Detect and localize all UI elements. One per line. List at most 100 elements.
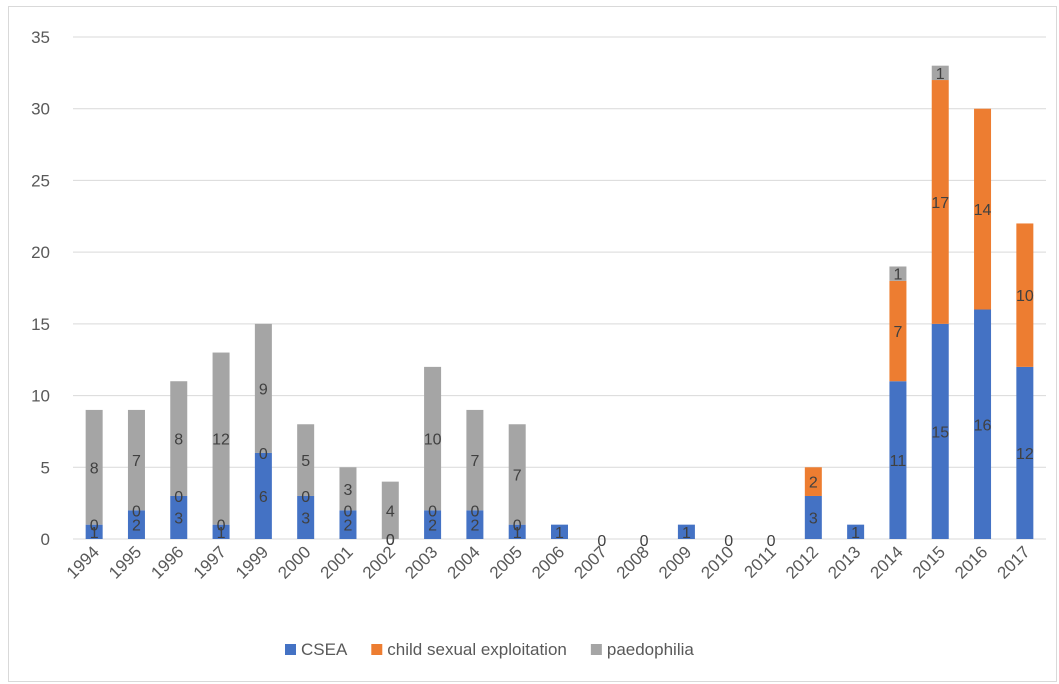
bar-csea	[297, 495, 315, 539]
data-label: 12	[212, 432, 230, 449]
bar-csea	[170, 495, 188, 539]
bar-paedophilia	[424, 366, 442, 511]
y-tick-label: 0	[41, 530, 50, 549]
y-tick-label: 20	[31, 243, 50, 262]
data-label: 0	[90, 518, 99, 535]
y-axis-ticks: 0 5 10 15 20 25 30 35	[31, 28, 50, 549]
data-label: 3	[301, 510, 310, 527]
x-axis-ticks: 1994 1995 1996 1997 1999 2000 2001 2002 2003 2004…	[63, 542, 1034, 582]
data-label: 1	[513, 525, 522, 542]
y-tick-label: 5	[41, 458, 50, 477]
chart-area	[8, 6, 1057, 682]
data-label: 7	[893, 324, 902, 341]
data-label: 0	[640, 533, 649, 550]
data-label: 10	[1016, 288, 1034, 305]
data-label: 0	[470, 503, 479, 520]
bar-child-sexual-exploitation	[931, 80, 949, 324]
data-label: 17	[931, 195, 949, 212]
data-label: 2	[344, 518, 353, 535]
data-label: 1	[217, 525, 226, 542]
bar-paedophilia	[466, 409, 484, 511]
bar-csea	[1016, 366, 1034, 539]
bar-csea	[677, 524, 695, 539]
legend-label: child sexual exploitation	[387, 640, 567, 659]
data-label: 8	[90, 460, 99, 477]
data-label: 1	[682, 525, 691, 542]
data-label: 2	[470, 518, 479, 535]
y-tick-label: 10	[31, 387, 50, 406]
x-tick-label: 2016	[951, 542, 991, 582]
x-tick-label: 2013	[824, 542, 864, 582]
data-label: 7	[132, 453, 141, 470]
data-label: 2	[428, 518, 437, 535]
data-label: 0	[301, 489, 310, 506]
x-tick-label: 1994	[63, 542, 103, 582]
x-tick-label: 1996	[147, 542, 187, 582]
data-label: 2	[132, 518, 141, 535]
y-tick-label: 15	[31, 315, 50, 334]
bar-csea	[127, 510, 145, 539]
bar-paedophilia	[127, 409, 145, 511]
data-label: 6	[259, 489, 268, 506]
bar-csea	[254, 452, 272, 539]
data-label: 1	[555, 525, 564, 542]
data-label: 10	[424, 432, 442, 449]
x-tick-label: 2017	[993, 542, 1033, 582]
data-label: 3	[809, 510, 818, 527]
data-label: 0	[386, 532, 395, 549]
bar-csea	[931, 323, 949, 539]
x-tick-label: 1997	[190, 542, 230, 582]
data-label: 3	[174, 510, 183, 527]
data-label: 2	[809, 475, 818, 492]
data-label: 1	[893, 267, 902, 284]
y-tick-label: 30	[31, 100, 50, 119]
bar-csea	[974, 309, 992, 539]
legend: CSEA child sexual exploitation paedophilia	[285, 640, 694, 659]
data-label: 16	[974, 417, 992, 434]
data-label: 0	[724, 533, 733, 550]
bar-csea	[889, 381, 907, 539]
data-label: 4	[386, 503, 395, 520]
legend-label: CSEA	[301, 640, 348, 659]
x-tick-label: 2015	[909, 542, 949, 582]
data-label: 9	[259, 381, 268, 398]
data-label: 0	[217, 518, 226, 535]
data-label: 0	[259, 446, 268, 463]
gridlines	[73, 36, 1046, 540]
bar-child-sexual-exploitation	[804, 467, 822, 496]
data-label: 1	[851, 525, 860, 542]
x-tick-label: 2014	[867, 542, 907, 582]
legend-swatch	[590, 644, 602, 655]
data-label: 0	[344, 503, 353, 520]
data-label: 0	[767, 533, 776, 550]
data-label: 12	[1016, 446, 1034, 463]
x-tick-label: 2005	[486, 542, 526, 582]
bars	[85, 65, 1034, 539]
bar-paedophilia	[170, 381, 188, 496]
data-label: 8	[174, 432, 183, 449]
bar-paedophilia	[381, 481, 399, 539]
bar-paedophilia	[889, 266, 907, 281]
x-tick-label: 2004	[444, 542, 484, 582]
x-tick-label: 1995	[105, 542, 145, 582]
data-label: 7	[470, 453, 479, 470]
data-label: 0	[132, 503, 141, 520]
x-tick-label: 2000	[274, 542, 314, 582]
data-label: 0	[386, 532, 395, 549]
bar-csea	[212, 524, 230, 539]
bar-child-sexual-exploitation	[974, 108, 992, 310]
legend-swatch	[285, 644, 296, 655]
bar-paedophilia	[508, 424, 526, 525]
x-tick-label: 2003	[401, 542, 441, 582]
data-label: 0	[428, 503, 437, 520]
data-label: 1	[936, 66, 945, 83]
data-label: 0	[597, 533, 606, 550]
data-label: 7	[513, 467, 522, 484]
bar-paedophilia	[931, 65, 949, 81]
y-tick-label: 35	[31, 28, 50, 47]
bar-paedophilia	[254, 323, 272, 453]
bar-paedophilia	[297, 424, 315, 496]
data-label: 0	[174, 489, 183, 506]
